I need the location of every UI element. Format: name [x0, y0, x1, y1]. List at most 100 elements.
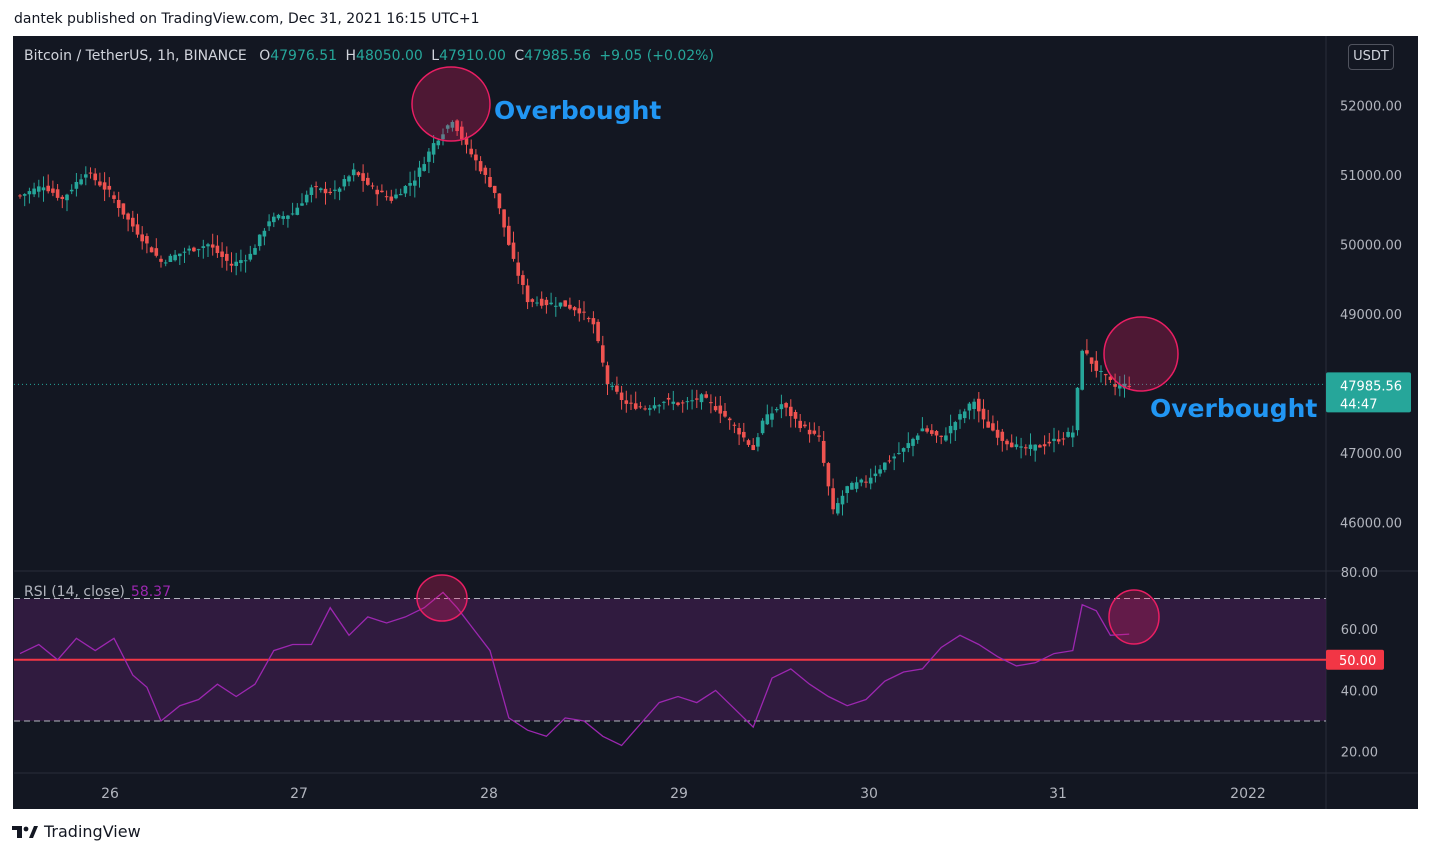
brand-footer[interactable]: TradingView: [12, 822, 141, 841]
candle-body: [718, 405, 723, 414]
candle-body: [300, 203, 304, 206]
candle-body: [831, 488, 835, 510]
candle-body: [991, 423, 995, 431]
high-value: 48050.00: [356, 48, 423, 64]
candle-body: [742, 431, 746, 438]
candle-body: [389, 196, 394, 201]
candle-body: [986, 421, 990, 428]
close-value: 47985.56: [524, 48, 591, 64]
price-axis-tick-label: 46000.00: [1340, 516, 1402, 531]
candle-body: [417, 167, 422, 177]
candle-body: [272, 216, 276, 223]
price-axis-tick-label: 51000.00: [1340, 169, 1402, 184]
candle-body: [1071, 432, 1075, 438]
candle-body: [234, 261, 238, 266]
candle-body: [516, 262, 520, 276]
candle-body: [864, 481, 868, 483]
candle-body: [107, 185, 112, 190]
candle-body: [629, 402, 633, 404]
candle-body: [1042, 444, 1047, 447]
price-legend: Bitcoin / TetherUS, 1h, BINANCE O47976.5…: [24, 48, 714, 64]
time-axis-tick-label: 2022: [1230, 786, 1266, 802]
candle-body: [1061, 438, 1066, 440]
candle-body: [699, 394, 704, 403]
candle-body: [596, 321, 600, 342]
candle-body: [535, 302, 539, 304]
tradingview-logo-icon: [12, 825, 38, 838]
candle-body: [967, 403, 972, 411]
candle-body: [182, 251, 187, 253]
candle-body: [685, 401, 690, 403]
rsi-title[interactable]: RSI (14, close): [24, 584, 125, 600]
candle-body: [309, 187, 314, 195]
candle-body: [1014, 444, 1019, 448]
candle-body: [46, 185, 50, 192]
candle-body: [196, 249, 201, 251]
candle-body: [295, 207, 300, 215]
rsi-value: 58.37: [130, 584, 171, 600]
candle-body: [116, 199, 121, 209]
candle-body: [939, 435, 943, 437]
candle-body: [760, 420, 765, 434]
candle-body: [65, 194, 69, 201]
candle-body: [159, 258, 163, 262]
candle-body: [977, 398, 981, 412]
candle-body: [337, 188, 342, 192]
symbol-title[interactable]: Bitcoin / TetherUS, 1h, BINANCE: [24, 48, 247, 64]
candle-body: [375, 189, 379, 195]
candle-body: [210, 244, 215, 248]
candle-body: [79, 179, 83, 185]
time-axis-tick-label: 26: [101, 786, 119, 802]
rsi-midline-tag-value: 50.00: [1339, 654, 1376, 669]
rsi-series-line: [19, 591, 1130, 747]
rsi-midline-tag: [1326, 649, 1384, 670]
candle-body: [854, 482, 859, 489]
candle-body: [972, 401, 976, 409]
candle-body: [948, 425, 953, 434]
candle-body: [243, 260, 248, 262]
time-axis-tick-label: 29: [670, 786, 688, 802]
candle-body: [1000, 431, 1005, 441]
candle-body: [511, 242, 516, 259]
candle-body: [431, 143, 436, 155]
candle-body: [920, 428, 925, 432]
open-value: 47976.51: [270, 48, 338, 64]
candle-body: [643, 408, 647, 410]
last-price-tag-countdown: 44:47: [1340, 397, 1377, 412]
candle-body: [488, 176, 492, 187]
candle-body: [1113, 384, 1117, 387]
candle-body: [239, 260, 243, 264]
candle-body: [563, 300, 567, 307]
candle-body: [732, 424, 737, 426]
candle-body: [32, 188, 36, 195]
candle-body: [1108, 376, 1113, 380]
candle-body: [342, 179, 347, 187]
candle-body: [441, 134, 445, 140]
candle-body: [826, 463, 831, 487]
annotation-overbought-2: Overbought: [1150, 394, 1317, 423]
low-value: 47910.00: [439, 48, 506, 64]
price-axis-tick-label: 49000.00: [1340, 308, 1402, 323]
candle-body: [460, 126, 464, 140]
candle-body: [944, 435, 948, 441]
candle-body: [1118, 385, 1122, 389]
candle-body: [154, 248, 159, 256]
currency-button[interactable]: USDT: [1348, 44, 1394, 70]
candle-body: [586, 318, 591, 320]
brand-name: TradingView: [44, 822, 141, 841]
candle-body: [840, 495, 845, 505]
candle-body: [930, 430, 934, 434]
candle-body: [455, 120, 459, 132]
candle-body: [436, 140, 441, 146]
candle-body: [624, 400, 629, 404]
price-axis-tick-label: 52000.00: [1340, 99, 1402, 114]
candle-body: [88, 172, 93, 174]
candle-body: [859, 479, 864, 483]
candle-body: [74, 181, 79, 189]
candle-body: [1024, 447, 1028, 449]
candle-body: [695, 398, 699, 400]
candle-body: [821, 440, 826, 463]
candle-body: [328, 191, 332, 194]
candle-body: [925, 428, 929, 432]
